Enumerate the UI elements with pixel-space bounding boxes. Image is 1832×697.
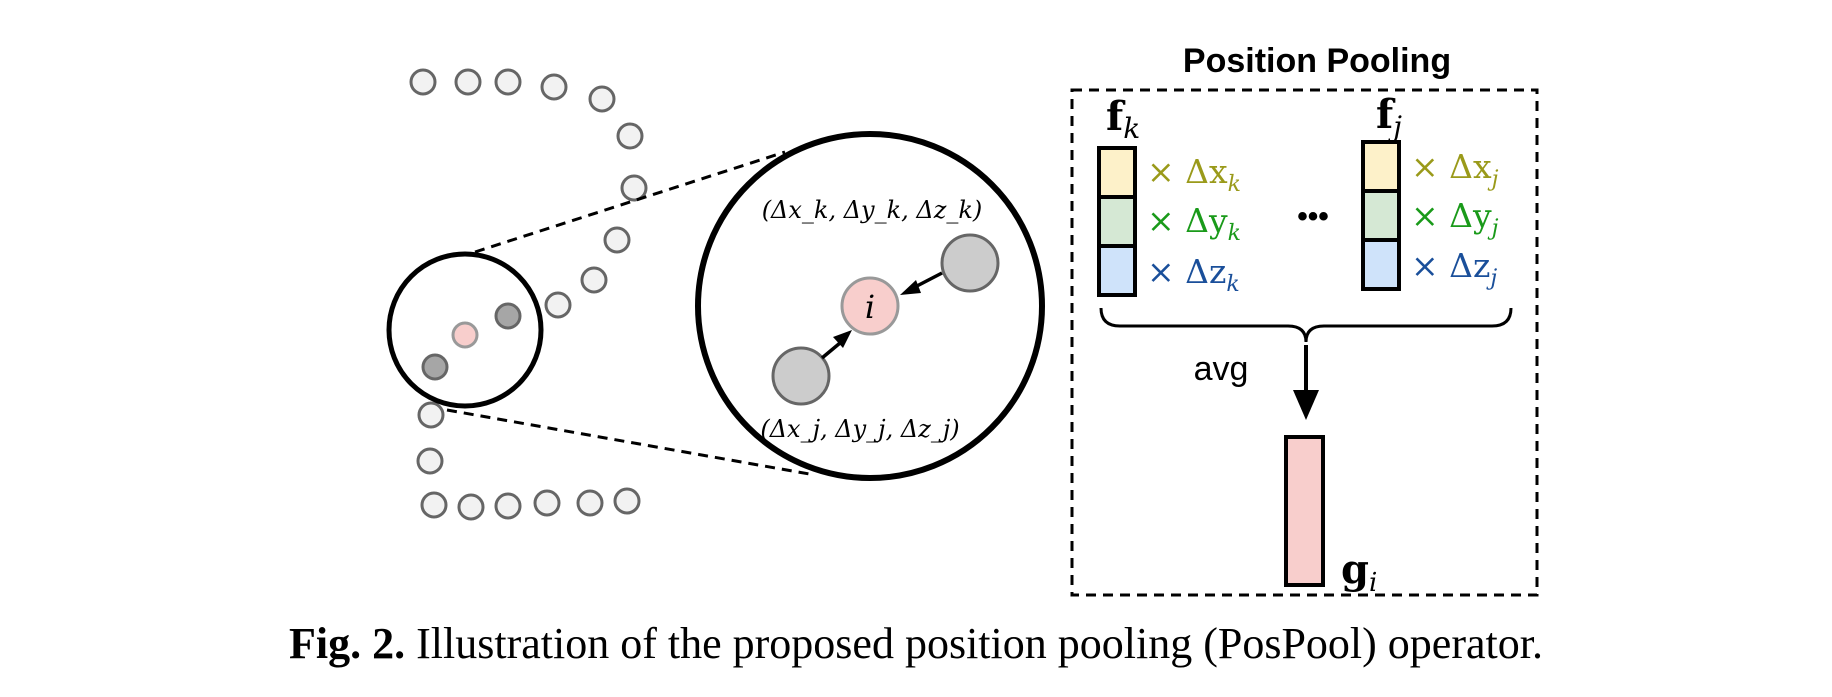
feature-j-cell-z bbox=[1361, 238, 1401, 291]
feature-j-label: fj bbox=[1376, 91, 1402, 143]
cloud-point bbox=[603, 226, 631, 254]
center-point-large bbox=[840, 276, 900, 336]
zoom-line-top bbox=[474, 150, 786, 254]
feature-j-term-z: × Δzj bbox=[1411, 246, 1497, 291]
output-label: gi bbox=[1341, 546, 1377, 598]
arrow-k-to-i bbox=[914, 271, 943, 289]
feature-k-cell-x bbox=[1097, 146, 1137, 199]
output-vector bbox=[1284, 435, 1325, 587]
center-point-label: i bbox=[865, 288, 875, 326]
local-neighborhood bbox=[386, 251, 544, 409]
cloud-point bbox=[494, 492, 522, 520]
cloud-point bbox=[544, 291, 572, 319]
module-title: Position Pooling bbox=[1183, 42, 1451, 80]
arrow-j-to-i bbox=[820, 341, 842, 360]
cloud-point bbox=[420, 491, 448, 519]
avg-label: avg bbox=[1194, 350, 1249, 388]
point-cloud bbox=[409, 68, 648, 521]
caption-text: Illustration of the proposed position po… bbox=[405, 619, 1543, 668]
zoom-label-k: (Δx_k, Δy_k, Δz_k) bbox=[762, 196, 983, 224]
feature-j-cell-x bbox=[1361, 140, 1401, 193]
zoom-line-bottom bbox=[446, 408, 816, 477]
feature-j-term-x: × Δxj bbox=[1411, 147, 1499, 192]
feature-j-term-y: × Δyj bbox=[1411, 196, 1499, 241]
curly-brace bbox=[1099, 307, 1513, 343]
ellipsis: ••• bbox=[1297, 200, 1329, 233]
cloud-point bbox=[580, 266, 608, 294]
neighborhood-circle bbox=[386, 251, 544, 409]
caption-prefix: Fig. 2. bbox=[289, 619, 406, 668]
zoomed-neighborhood: i (Δx_k, Δy_k, Δz_k) (Δx_j, Δy_j, Δz_j) bbox=[695, 131, 1045, 481]
feature-k: fk × Δxk × Δyk × Δzk bbox=[1097, 93, 1241, 297]
cloud-point bbox=[620, 174, 648, 202]
neighbor-point-k bbox=[494, 302, 522, 330]
cloud-point bbox=[457, 493, 485, 521]
position-pooling-module: Position Pooling fk × Δxk × Δyk × Δzk ••… bbox=[1070, 42, 1539, 598]
feature-k-term-y: × Δyk bbox=[1147, 201, 1241, 246]
cloud-point bbox=[613, 487, 641, 515]
neighbor-k-large bbox=[940, 233, 1000, 293]
center-point-small bbox=[451, 321, 479, 349]
avg-arrowhead bbox=[1293, 390, 1319, 420]
feature-k-cell-y bbox=[1097, 195, 1137, 248]
cloud-point bbox=[533, 489, 561, 517]
cloud-point bbox=[576, 489, 604, 517]
cloud-point bbox=[417, 401, 445, 429]
module-frame bbox=[1070, 88, 1539, 597]
cloud-point bbox=[454, 68, 482, 96]
zoom-label-j: (Δx_j, Δy_j, Δz_j) bbox=[760, 415, 959, 443]
cloud-point bbox=[616, 122, 644, 150]
feature-k-cell-z bbox=[1097, 244, 1137, 297]
feature-k-term-x: × Δxk bbox=[1147, 152, 1241, 197]
neighbor-point-j bbox=[421, 353, 449, 381]
cloud-point bbox=[494, 68, 522, 96]
cloud-point bbox=[588, 85, 616, 113]
figure-caption: Fig. 2. Illustration of the proposed pos… bbox=[0, 618, 1832, 669]
feature-k-label: fk bbox=[1106, 93, 1140, 145]
cloud-point bbox=[409, 68, 437, 96]
neighbor-j-large bbox=[771, 346, 831, 406]
cloud-point bbox=[540, 73, 568, 101]
arrowhead-j bbox=[833, 330, 852, 348]
feature-j-cell-y bbox=[1361, 189, 1401, 242]
feature-j: fj × Δxj × Δyj × Δzj bbox=[1361, 91, 1499, 291]
arrowhead-k bbox=[900, 280, 921, 295]
cloud-point bbox=[416, 447, 444, 475]
feature-k-term-z: × Δzk bbox=[1147, 252, 1240, 297]
